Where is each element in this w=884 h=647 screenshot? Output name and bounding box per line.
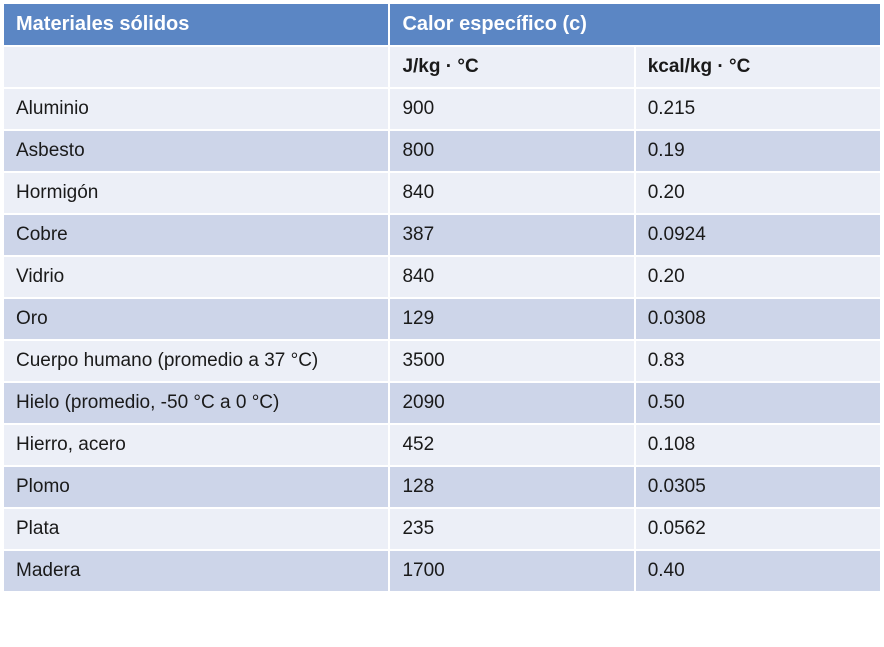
cell-material: Cuerpo humano (promedio a 37 °C): [4, 340, 389, 382]
cell-jkg: 900: [389, 88, 634, 130]
table-row: Asbesto8000.19: [4, 130, 880, 172]
cell-kcal: 0.0308: [635, 298, 880, 340]
cell-kcal: 0.0305: [635, 466, 880, 508]
cell-material: Madera: [4, 550, 389, 592]
cell-jkg: 129: [389, 298, 634, 340]
cell-kcal: 0.215: [635, 88, 880, 130]
table-subheader-row: J/kg · °C kcal/kg · °C: [4, 46, 880, 88]
cell-material: Hielo (promedio, -50 °C a 0 °C): [4, 382, 389, 424]
cell-kcal: 0.20: [635, 256, 880, 298]
cell-kcal: 0.0562: [635, 508, 880, 550]
table-row: Cuerpo humano (promedio a 37 °C)35000.83: [4, 340, 880, 382]
cell-jkg: 3500: [389, 340, 634, 382]
cell-material: Hormigón: [4, 172, 389, 214]
cell-jkg: 128: [389, 466, 634, 508]
header-specific-heat: Calor específico (c): [389, 4, 880, 46]
table-row: Vidrio8400.20: [4, 256, 880, 298]
cell-kcal: 0.83: [635, 340, 880, 382]
cell-kcal: 0.19: [635, 130, 880, 172]
cell-material: Aluminio: [4, 88, 389, 130]
cell-jkg: 800: [389, 130, 634, 172]
subheader-kcal: kcal/kg · °C: [635, 46, 880, 88]
subheader-jkg: J/kg · °C: [389, 46, 634, 88]
cell-material: Asbesto: [4, 130, 389, 172]
table-body: Aluminio9000.215Asbesto8000.19Hormigón84…: [4, 88, 880, 592]
cell-material: Vidrio: [4, 256, 389, 298]
cell-jkg: 452: [389, 424, 634, 466]
cell-jkg: 2090: [389, 382, 634, 424]
cell-jkg: 840: [389, 172, 634, 214]
cell-material: Plata: [4, 508, 389, 550]
cell-material: Plomo: [4, 466, 389, 508]
specific-heat-table: Materiales sólidos Calor específico (c) …: [4, 4, 880, 593]
table-row: Oro1290.0308: [4, 298, 880, 340]
header-material: Materiales sólidos: [4, 4, 389, 46]
cell-jkg: 1700: [389, 550, 634, 592]
table-row: Hielo (promedio, -50 °C a 0 °C)20900.50: [4, 382, 880, 424]
cell-jkg: 235: [389, 508, 634, 550]
cell-kcal: 0.50: [635, 382, 880, 424]
subheader-material: [4, 46, 389, 88]
cell-jkg: 840: [389, 256, 634, 298]
cell-material: Hierro, acero: [4, 424, 389, 466]
table-row: Hierro, acero4520.108: [4, 424, 880, 466]
table-row: Plomo1280.0305: [4, 466, 880, 508]
table-header-row: Materiales sólidos Calor específico (c): [4, 4, 880, 46]
cell-kcal: 0.108: [635, 424, 880, 466]
cell-kcal: 0.20: [635, 172, 880, 214]
table-row: Hormigón8400.20: [4, 172, 880, 214]
cell-material: Oro: [4, 298, 389, 340]
table-row: Cobre3870.0924: [4, 214, 880, 256]
cell-kcal: 0.0924: [635, 214, 880, 256]
cell-jkg: 387: [389, 214, 634, 256]
cell-material: Cobre: [4, 214, 389, 256]
table-row: Plata2350.0562: [4, 508, 880, 550]
table-row: Madera17000.40: [4, 550, 880, 592]
cell-kcal: 0.40: [635, 550, 880, 592]
table-row: Aluminio9000.215: [4, 88, 880, 130]
